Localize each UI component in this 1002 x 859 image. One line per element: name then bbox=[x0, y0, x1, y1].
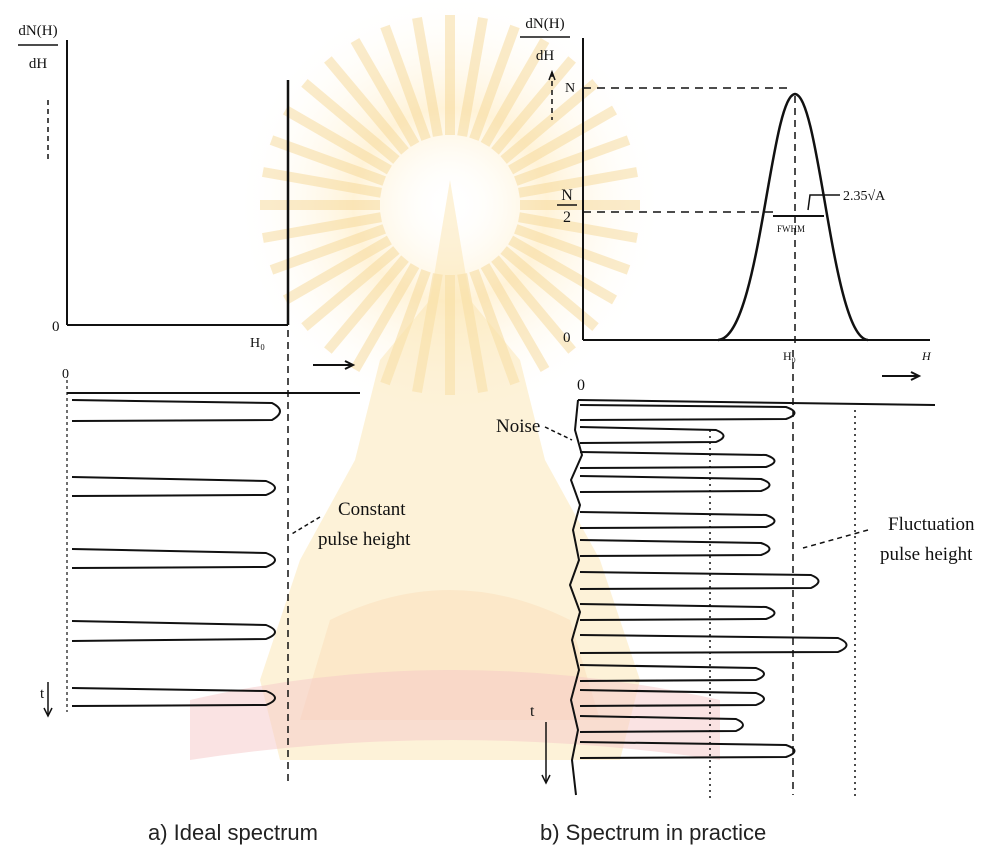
panel-b-annotation-line1: Fluctuation bbox=[888, 514, 975, 535]
panel-b-annotation-line2: pulse height bbox=[880, 544, 973, 565]
panel-b-labels: dN(H) dH N N 2 0 H₀ H 2.35√A FWHM 0 t No… bbox=[496, 16, 975, 720]
panel-b-n-label: N bbox=[565, 81, 575, 96]
panel-a-labels: dN(H) dH 0 H₀ 0 t Constant pulse height bbox=[18, 23, 411, 702]
panel-a-annotation-line2: pulse height bbox=[318, 529, 411, 550]
panel-b-h0: H₀ bbox=[783, 349, 796, 363]
caption-ideal-spectrum: a) Ideal spectrum bbox=[148, 820, 318, 845]
pulse bbox=[579, 741, 796, 759]
panel-b-n-half-bottom: 2 bbox=[563, 209, 571, 226]
panel-b-n-half-top: N bbox=[561, 187, 573, 204]
panel-b-origin: 0 bbox=[563, 330, 571, 346]
panel-a-y-label-bottom: dH bbox=[29, 56, 48, 72]
panel-b-time-arrow-head bbox=[541, 774, 551, 785]
panel-b-time-origin: 0 bbox=[577, 377, 585, 394]
noise-leader bbox=[544, 426, 573, 441]
panel-b-y-label-top: dN(H) bbox=[525, 16, 564, 32]
pulse bbox=[579, 426, 725, 444]
panel-a-pulse-train bbox=[43, 330, 360, 785]
annotation-leader-b bbox=[802, 529, 869, 549]
panel-a-origin: 0 bbox=[52, 319, 60, 335]
noise-label: Noise bbox=[496, 416, 540, 437]
width-leader bbox=[807, 194, 840, 211]
pulse bbox=[71, 476, 276, 497]
panel-a-time-arrow-head bbox=[43, 707, 53, 718]
panel-b-width-label: 2.35√A bbox=[843, 189, 886, 204]
panel-b-baseline bbox=[577, 399, 936, 406]
pulse bbox=[579, 475, 771, 493]
panel-a-time-label: t bbox=[40, 686, 45, 702]
panel-b-pulse-train bbox=[541, 350, 936, 800]
pulse bbox=[71, 399, 281, 422]
arrow-right-icon bbox=[344, 360, 356, 370]
pulse bbox=[579, 664, 765, 682]
panel-a-annotation-line1: Constant bbox=[338, 499, 406, 520]
panel-b-y-arrow-head bbox=[548, 69, 556, 81]
pulse bbox=[579, 571, 820, 590]
panel-b-spectrum bbox=[520, 36, 930, 381]
annotation-leader-a bbox=[289, 516, 321, 536]
pulse bbox=[579, 715, 744, 733]
pulse bbox=[71, 620, 276, 642]
pulse bbox=[579, 539, 771, 557]
pulse bbox=[579, 689, 765, 707]
caption-spectrum-in-practice: b) Spectrum in practice bbox=[540, 820, 767, 845]
noise-trace bbox=[568, 399, 584, 796]
pulse bbox=[579, 404, 796, 421]
pulse bbox=[579, 603, 776, 621]
gaussian-peak bbox=[717, 92, 869, 342]
pulse bbox=[579, 634, 848, 654]
pulse bbox=[71, 548, 276, 569]
panel-a-h0: H₀ bbox=[250, 336, 265, 351]
pulse bbox=[579, 511, 776, 529]
panel-b-h-axis-label: H bbox=[921, 349, 932, 363]
panel-a-time-origin: 0 bbox=[62, 367, 69, 382]
panel-b-time-label: t bbox=[530, 703, 535, 720]
pulse bbox=[71, 687, 276, 707]
panel-a-y-label-top: dN(H) bbox=[18, 23, 57, 39]
panel-b-fwhm-label: FWHM bbox=[777, 224, 805, 234]
panel-a-spectrum bbox=[18, 40, 356, 370]
panel-b-y-label-bottom: dH bbox=[536, 48, 555, 64]
arrow-right-icon bbox=[910, 371, 922, 381]
pulse bbox=[579, 451, 776, 469]
